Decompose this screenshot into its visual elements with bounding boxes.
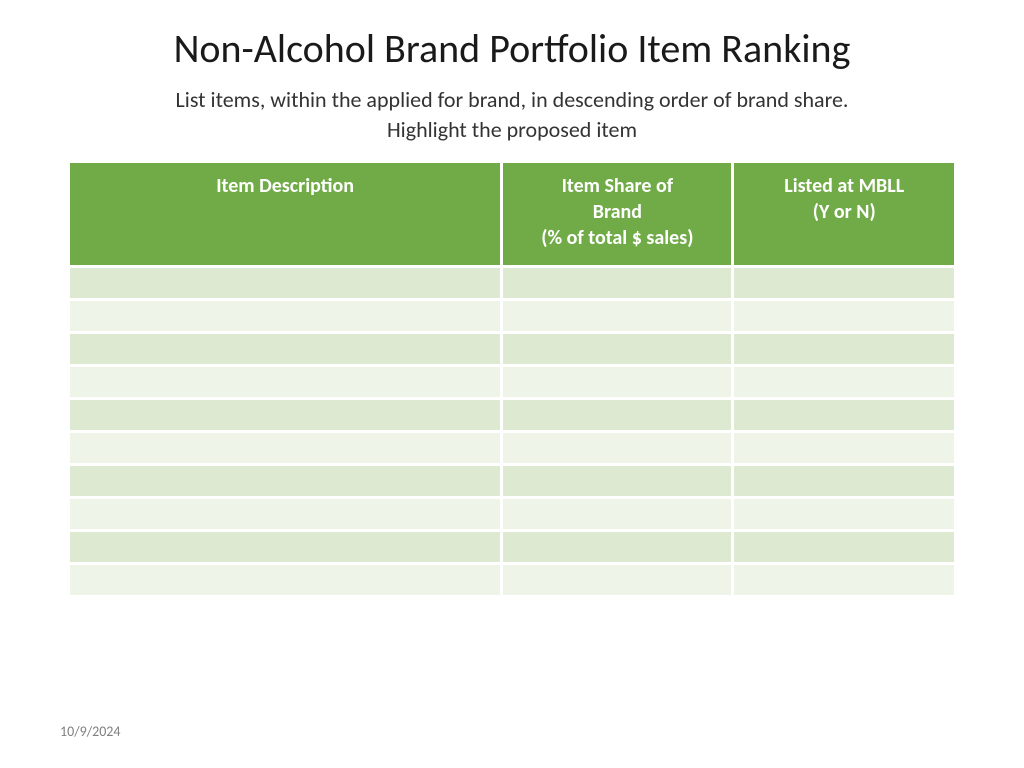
table-row	[70, 532, 954, 562]
cell-listed	[734, 400, 954, 430]
table-row	[70, 565, 954, 595]
cell-description	[70, 334, 500, 364]
cell-listed	[734, 565, 954, 595]
ranking-table-wrap: Item Description Item Share of Brand (% …	[67, 160, 957, 598]
header-item-description: Item Description	[70, 163, 500, 265]
table-row	[70, 334, 954, 364]
cell-description	[70, 466, 500, 496]
cell-description	[70, 367, 500, 397]
header-text: Item Share of	[562, 174, 674, 198]
header-listed-mbll: Listed at MBLL (Y or N)	[734, 163, 954, 265]
table-row	[70, 499, 954, 529]
cell-listed	[734, 433, 954, 463]
header-text: Listed at MBLL	[784, 174, 904, 198]
header-text: Brand	[593, 200, 642, 224]
cell-listed	[734, 466, 954, 496]
table-row	[70, 301, 954, 331]
page-title: Non-Alcohol Brand Portfolio Item Ranking	[0, 24, 1024, 73]
cell-listed	[734, 334, 954, 364]
cell-description	[70, 433, 500, 463]
subtitle: List items, within the applied for brand…	[72, 85, 952, 144]
cell-share	[503, 367, 731, 397]
cell-listed	[734, 499, 954, 529]
cell-description	[70, 301, 500, 331]
footer-date: 10/9/2024	[60, 723, 120, 740]
header-text: (Y or N)	[813, 200, 876, 224]
header-text: Item Description	[216, 174, 354, 198]
cell-share	[503, 499, 731, 529]
cell-listed	[734, 367, 954, 397]
table-row	[70, 433, 954, 463]
cell-listed	[734, 301, 954, 331]
slide: Non-Alcohol Brand Portfolio Item Ranking…	[0, 0, 1024, 768]
header-item-share: Item Share of Brand (% of total $ sales)	[503, 163, 731, 265]
cell-description	[70, 532, 500, 562]
cell-description	[70, 499, 500, 529]
cell-description	[70, 565, 500, 595]
cell-listed	[734, 532, 954, 562]
ranking-table: Item Description Item Share of Brand (% …	[67, 160, 957, 598]
table-row	[70, 400, 954, 430]
cell-description	[70, 268, 500, 298]
cell-share	[503, 334, 731, 364]
cell-share	[503, 433, 731, 463]
table-row	[70, 367, 954, 397]
table-row	[70, 268, 954, 298]
cell-share	[503, 466, 731, 496]
cell-share	[503, 565, 731, 595]
cell-share	[503, 301, 731, 331]
cell-share	[503, 532, 731, 562]
table-header-row: Item Description Item Share of Brand (% …	[70, 163, 954, 265]
subtitle-line-1: List items, within the applied for brand…	[176, 86, 849, 113]
cell-description	[70, 400, 500, 430]
table-row	[70, 466, 954, 496]
cell-listed	[734, 268, 954, 298]
subtitle-line-2: Highlight the proposed item	[387, 116, 637, 143]
table-body	[70, 268, 954, 595]
cell-share	[503, 268, 731, 298]
header-text: (% of total $ sales)	[541, 226, 693, 250]
cell-share	[503, 400, 731, 430]
